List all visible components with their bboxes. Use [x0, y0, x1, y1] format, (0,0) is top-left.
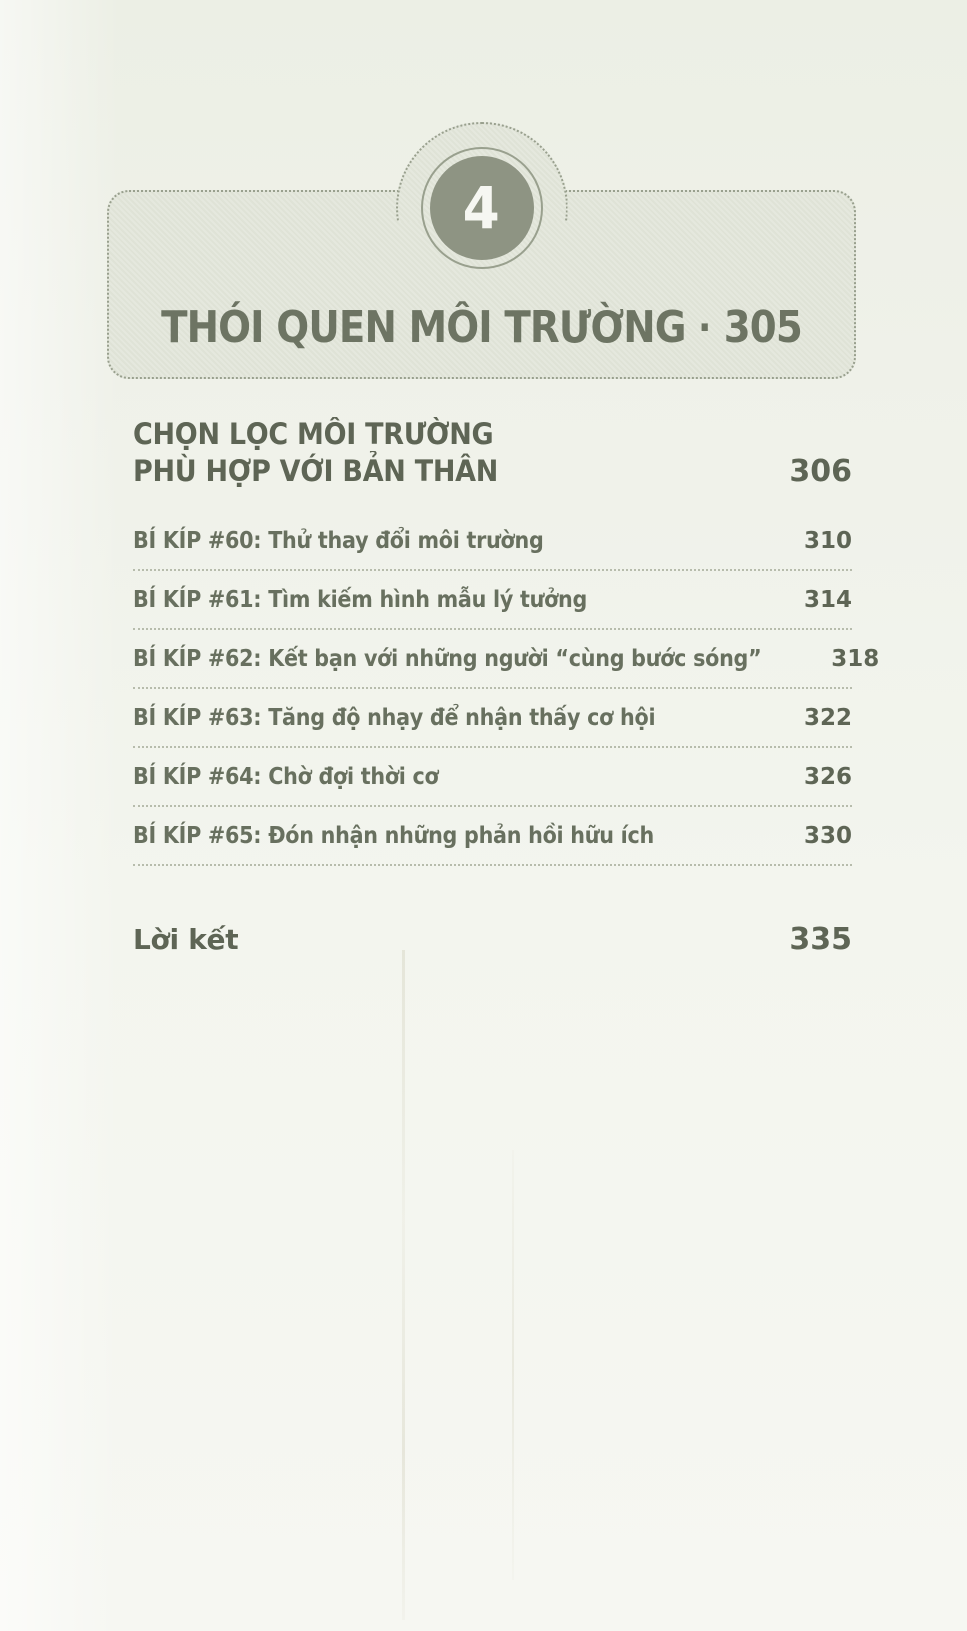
- chapter-header-box: 4 THÓI QUEN MÔI TRƯỜNG · 305: [107, 122, 856, 379]
- section-title-line1: CHỌN LỌC MÔI TRƯỜNG: [133, 417, 494, 451]
- toc-entry-page: 318: [831, 646, 880, 672]
- chapter-number-badge: 4: [429, 156, 534, 260]
- toc-entries: BÍ KÍP #60: Thử thay đổi môi trường 310 …: [133, 512, 879, 866]
- toc-entry-page: 330: [803, 823, 852, 849]
- toc-entry-label: BÍ KÍP #60: Thử thay đổi môi trường: [133, 528, 544, 554]
- toc-entry-65: BÍ KÍP #65: Đón nhận những phản hồi hữu …: [133, 807, 852, 866]
- toc-entry-60: BÍ KÍP #60: Thử thay đổi môi trường 310: [133, 512, 852, 571]
- table-of-contents: CHỌN LỌC MÔI TRƯỜNG PHÙ HỢP VỚI BẢN THÂN…: [133, 416, 879, 957]
- toc-entry-page: 326: [803, 764, 852, 790]
- toc-entry-label: BÍ KÍP #61: Tìm kiếm hình mẫu lý tưởng: [133, 587, 588, 613]
- chapter-page-number: 305: [723, 302, 803, 353]
- toc-entry-page: 322: [803, 705, 852, 731]
- section-title: CHỌN LỌC MÔI TRƯỜNG PHÙ HỢP VỚI BẢN THÂN: [133, 416, 525, 490]
- chapter-title-row: THÓI QUEN MÔI TRƯỜNG · 305: [154, 302, 810, 353]
- toc-closing-row: Lời kết 335: [133, 922, 852, 957]
- section-page-number: 306: [789, 454, 852, 489]
- scan-crease-artifact: [402, 950, 405, 1620]
- toc-entry-page: 314: [803, 587, 852, 613]
- chapter-circle-ring: [420, 147, 543, 269]
- toc-entry-label: BÍ KÍP #62: Kết bạn với những người “cùn…: [133, 646, 762, 672]
- toc-entry-label: BÍ KÍP #63: Tăng độ nhạy để nhận thấy cơ…: [133, 705, 656, 731]
- title-page-separator-dot: ·: [698, 304, 712, 351]
- toc-entry-page: 310: [803, 528, 852, 554]
- section-heading-row: CHỌN LỌC MÔI TRƯỜNG PHÙ HỢP VỚI BẢN THÂN…: [133, 416, 852, 490]
- section-title-line2: PHÙ HỢP VỚI BẢN THÂN: [133, 454, 498, 488]
- chapter-number: 4: [462, 174, 501, 242]
- scan-crease-artifact: [512, 1150, 514, 1580]
- closing-label: Lời kết: [133, 923, 239, 956]
- toc-entry-61: BÍ KÍP #61: Tìm kiếm hình mẫu lý tưởng 3…: [133, 571, 852, 630]
- toc-entry-label: BÍ KÍP #65: Đón nhận những phản hồi hữu …: [133, 823, 654, 849]
- closing-page-number: 335: [789, 922, 852, 957]
- toc-entry-63: BÍ KÍP #63: Tăng độ nhạy để nhận thấy cơ…: [133, 689, 852, 748]
- toc-entry-62: BÍ KÍP #62: Kết bạn với những người “cùn…: [133, 630, 879, 689]
- toc-entry-64: BÍ KÍP #64: Chờ đợi thời cơ 326: [133, 748, 852, 807]
- chapter-title: THÓI QUEN MÔI TRƯỜNG: [161, 302, 687, 353]
- toc-entry-label: BÍ KÍP #64: Chờ đợi thời cơ: [133, 764, 439, 790]
